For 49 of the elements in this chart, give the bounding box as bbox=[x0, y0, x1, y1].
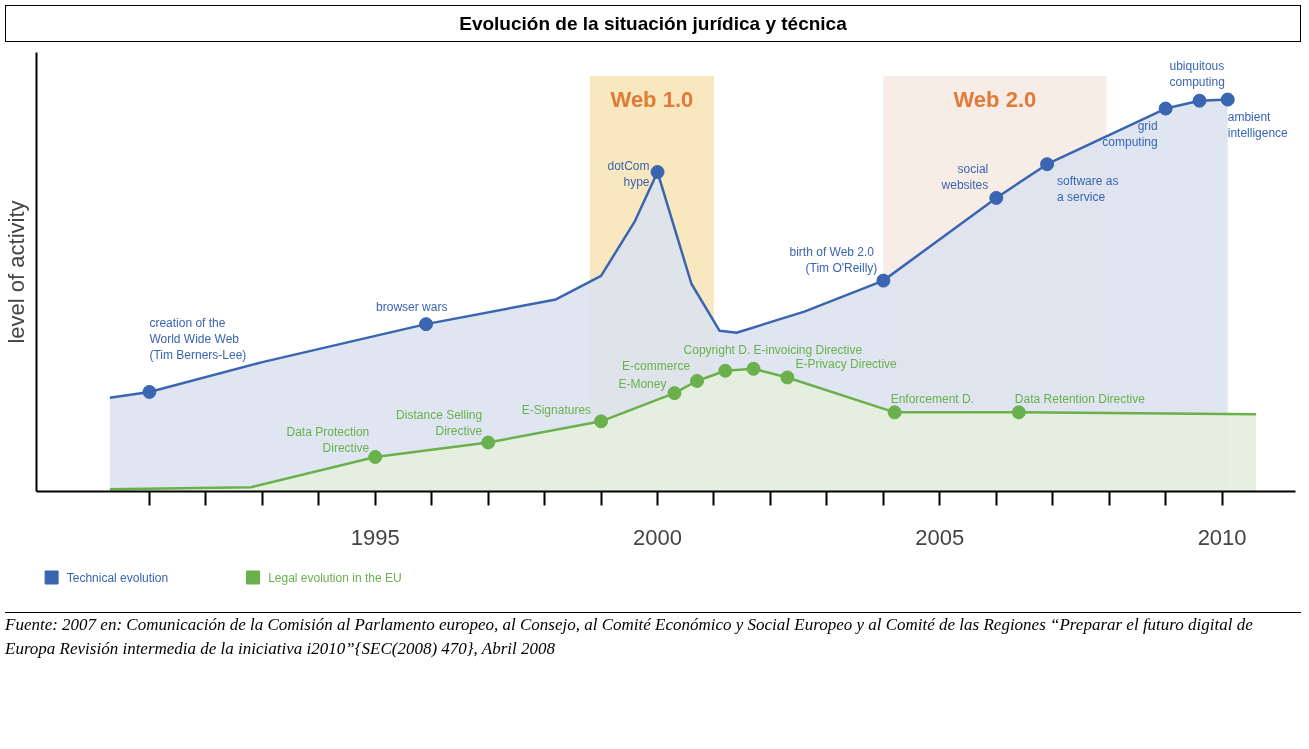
point bbox=[368, 450, 383, 465]
annotation: creation of the World Wide Web (Tim Berners-Lee) bbox=[149, 315, 247, 363]
annotation: grid computing bbox=[1102, 118, 1158, 149]
annotation: Distance Selling Directive bbox=[396, 408, 483, 439]
point bbox=[690, 374, 705, 389]
point bbox=[1158, 101, 1173, 116]
point bbox=[1220, 92, 1235, 107]
band-label: Web 1.0 bbox=[610, 87, 694, 113]
annotation: birth of Web 2.0 (Tim O'Reilly) bbox=[789, 244, 878, 275]
point bbox=[1192, 93, 1207, 108]
band-label: Web 2.0 bbox=[953, 87, 1037, 113]
annotation: E-invoicing Directive bbox=[753, 342, 863, 357]
legend-label: Technical evolution bbox=[66, 570, 169, 585]
point bbox=[1040, 157, 1055, 172]
x-tick-label: 2010 bbox=[1197, 524, 1247, 550]
x-tick-label: 2005 bbox=[915, 524, 965, 550]
x-tick-label: 1995 bbox=[350, 524, 400, 550]
y-axis-title: level of activity bbox=[3, 200, 29, 344]
x-tick-label: 2000 bbox=[633, 524, 683, 550]
legend-label: Legal evolution in the EU bbox=[268, 570, 402, 585]
point bbox=[142, 385, 157, 400]
point bbox=[667, 386, 682, 401]
point bbox=[718, 363, 733, 378]
point bbox=[780, 370, 795, 385]
point bbox=[876, 273, 891, 288]
annotation: Enforcement D. bbox=[890, 392, 975, 407]
annotation: browser wars bbox=[376, 300, 448, 315]
annotation: Data Protection Directive bbox=[286, 425, 370, 456]
point bbox=[746, 361, 761, 376]
point bbox=[989, 191, 1004, 206]
annotation: E-Money bbox=[618, 377, 667, 392]
annotation: Copyright D. bbox=[683, 342, 751, 357]
annotation: dotCom hype bbox=[607, 159, 650, 190]
annotation: E-commerce bbox=[622, 359, 691, 374]
point bbox=[887, 405, 902, 420]
annotation: social websites bbox=[940, 161, 989, 193]
annotation: E-Privacy Directive bbox=[795, 357, 898, 372]
annotation: software as a service bbox=[1057, 174, 1119, 205]
annotation: Data Retention Directive bbox=[1014, 392, 1146, 407]
annotation: ubiquitous computing bbox=[1169, 58, 1225, 89]
point bbox=[650, 165, 665, 180]
point bbox=[1011, 405, 1026, 420]
point bbox=[419, 317, 434, 332]
chart-title: Evolución de la situación jurídica y técnica bbox=[459, 12, 847, 36]
source-note: Fuente: 2007 en: Comunicación de la Comisión al Parlamento europeo, al Consejo, al Comité Económico y Social Europeo y al Comité de las Regiones “Preparar el futuro digital de Europa Revisión intermedia de la iniciativa i2010”{SEC(2008) 470}, Abril 2008 bbox=[5, 613, 1301, 662]
point bbox=[594, 414, 609, 429]
annotation: E-Signatures bbox=[521, 403, 592, 418]
point bbox=[481, 435, 496, 450]
annotation: ambient intelligence bbox=[1227, 109, 1289, 140]
